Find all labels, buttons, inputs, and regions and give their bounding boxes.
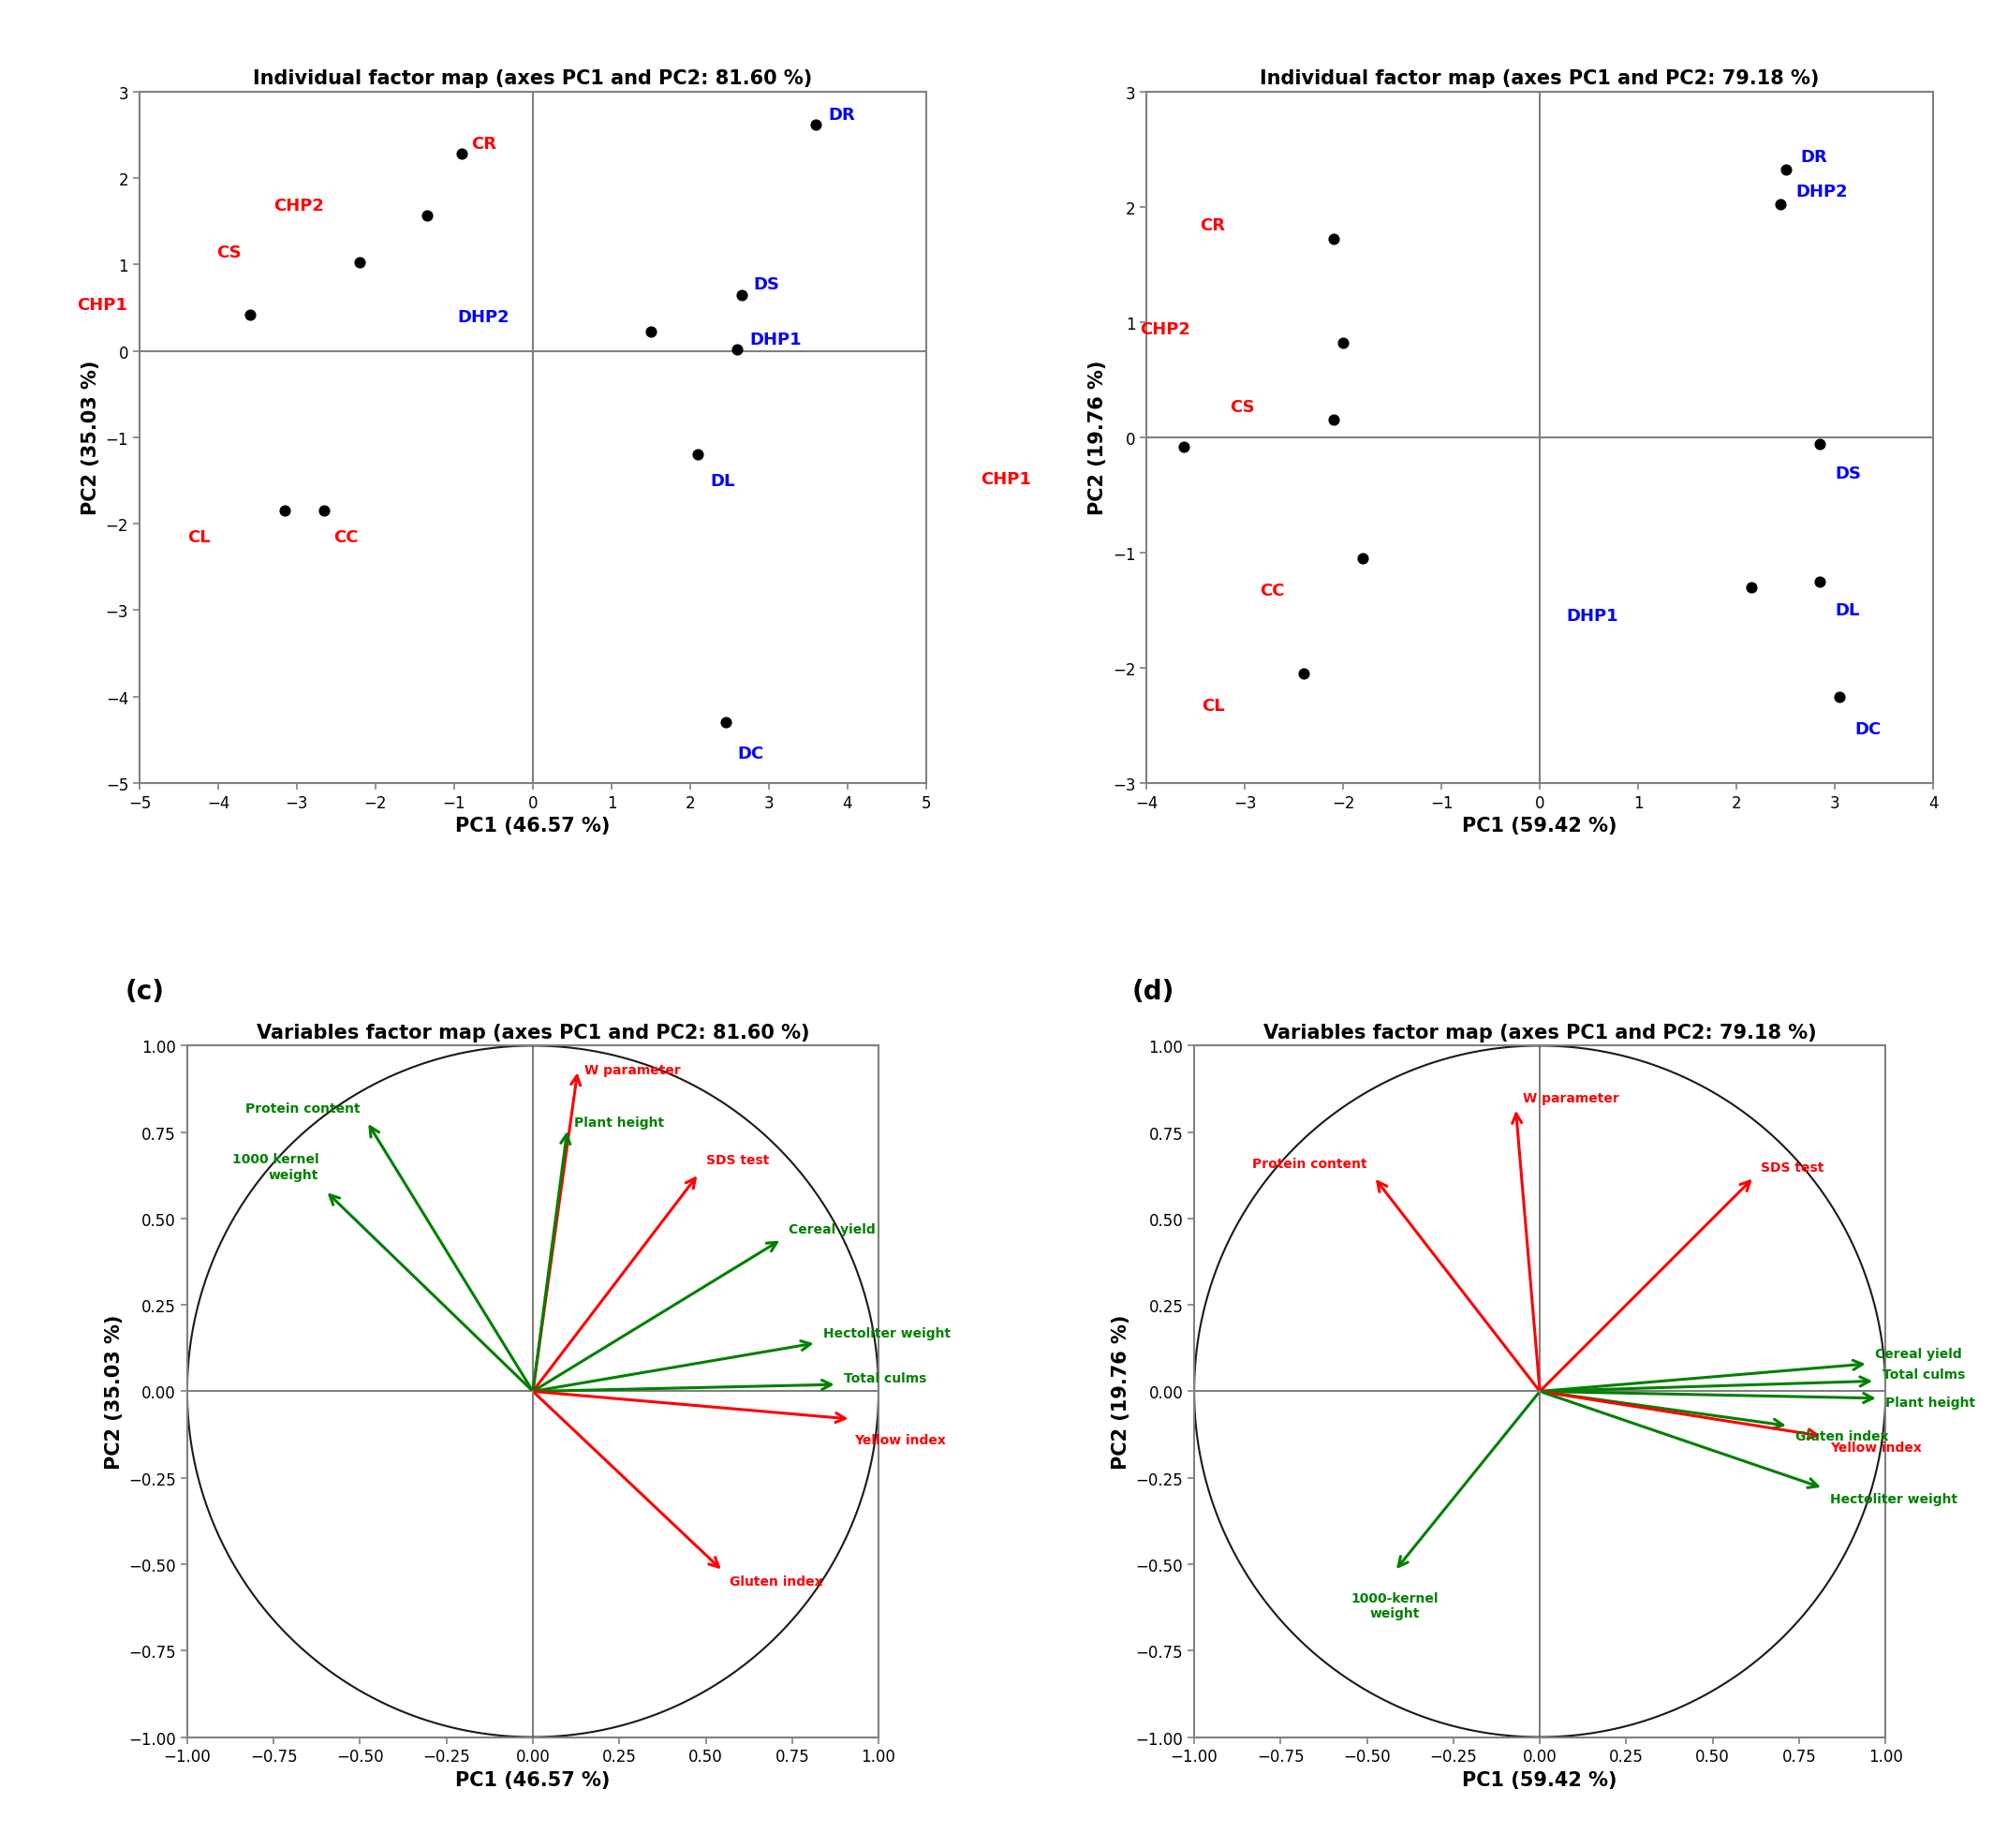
Point [1317,225,1349,255]
Text: Hectoliter weight: Hectoliter weight [823,1327,951,1340]
Title: Variables factor map (axes PC1 and PC2: 81.60 %): Variables factor map (axes PC1 and PC2: … [257,1024,809,1042]
Text: Plant height: Plant height [1885,1395,1975,1408]
Y-axis label: PC2 (19.76 %): PC2 (19.76 %) [1112,1314,1130,1469]
Text: CC: CC [333,529,359,545]
Text: Hectoliter weight: Hectoliter weight [1830,1491,1957,1506]
Text: (d): (d) [1132,978,1174,1005]
Text: Cereal yield: Cereal yield [1875,1347,1961,1360]
Text: Yellow index: Yellow index [1830,1440,1921,1453]
X-axis label: PC1 (46.57 %): PC1 (46.57 %) [456,1770,610,1789]
Text: Cereal yield: Cereal yield [789,1223,875,1236]
Point [799,111,831,140]
Point [721,334,753,364]
Point [233,301,265,331]
Text: CL: CL [1202,699,1226,715]
Point [1824,682,1855,711]
Text: DR: DR [827,107,855,124]
Text: Gluten index: Gluten index [729,1574,823,1587]
Text: Protein content: Protein content [1252,1157,1367,1170]
Title: Individual factor map (axes PC1 and PC2: 79.18 %): Individual factor map (axes PC1 and PC2:… [1260,70,1820,89]
Point [1736,573,1768,602]
Point [446,140,478,170]
Point [1168,432,1200,462]
Text: DC: DC [1855,721,1881,737]
X-axis label: PC1 (59.42 %): PC1 (59.42 %) [1463,1770,1618,1789]
Text: CHP2: CHP2 [1140,322,1190,338]
Text: Total culms: Total culms [843,1371,927,1384]
Point [1804,567,1836,597]
Y-axis label: PC2 (19.76 %): PC2 (19.76 %) [1088,360,1108,516]
X-axis label: PC1 (46.57 %): PC1 (46.57 %) [456,817,610,835]
Text: W parameter: W parameter [1523,1092,1618,1105]
Text: W parameter: W parameter [584,1064,682,1077]
Text: DL: DL [710,473,735,490]
Text: DHP1: DHP1 [1566,608,1618,625]
Text: Plant height: Plant height [574,1116,664,1129]
Text: 1000-kernel
weight: 1000-kernel weight [1351,1591,1439,1621]
Title: Individual factor map (axes PC1 and PC2: 81.60 %): Individual factor map (axes PC1 and PC2:… [253,70,813,89]
Text: CS: CS [217,244,241,262]
Point [1770,155,1802,185]
Text: DL: DL [1836,602,1859,619]
Text: 1000 kernel
weight: 1000 kernel weight [231,1153,319,1181]
Point [269,497,301,527]
X-axis label: PC1 (59.42 %): PC1 (59.42 %) [1463,817,1618,835]
Text: SDS test: SDS test [1762,1161,1824,1173]
Text: Protein content: Protein content [245,1101,361,1114]
Text: Total culms: Total culms [1881,1368,1965,1380]
Text: DS: DS [753,277,779,294]
Point [1287,660,1319,689]
Point [1327,329,1359,359]
Text: CS: CS [1230,399,1256,416]
Text: CHP1: CHP1 [981,471,1032,488]
Text: CR: CR [472,135,496,153]
Y-axis label: PC2 (35.03 %): PC2 (35.03 %) [82,360,100,516]
Point [682,440,713,469]
Point [1766,190,1798,220]
Text: DHP2: DHP2 [456,309,510,325]
Y-axis label: PC2 (35.03 %): PC2 (35.03 %) [106,1314,124,1469]
Point [345,249,377,279]
Text: (c): (c) [126,978,163,1005]
Text: DHP1: DHP1 [749,331,801,347]
Text: CC: CC [1260,582,1283,599]
Text: DS: DS [1836,466,1861,482]
Title: Variables factor map (axes PC1 and PC2: 79.18 %): Variables factor map (axes PC1 and PC2: … [1264,1024,1816,1042]
Point [725,281,757,310]
Point [309,497,341,527]
Point [710,708,741,737]
Point [636,318,668,347]
Point [1804,431,1836,460]
Text: CR: CR [1200,218,1226,235]
Text: DR: DR [1800,148,1828,164]
Text: CHP2: CHP2 [273,198,325,214]
Point [1317,407,1349,436]
Text: Yellow index: Yellow index [855,1434,947,1447]
Text: Gluten index: Gluten index [1796,1430,1889,1443]
Text: SDS test: SDS test [706,1153,769,1166]
Text: DC: DC [737,745,763,761]
Text: CL: CL [187,529,211,545]
Text: DHP2: DHP2 [1796,183,1848,200]
Point [1347,543,1379,573]
Point [411,201,442,231]
Text: CHP1: CHP1 [78,296,128,314]
